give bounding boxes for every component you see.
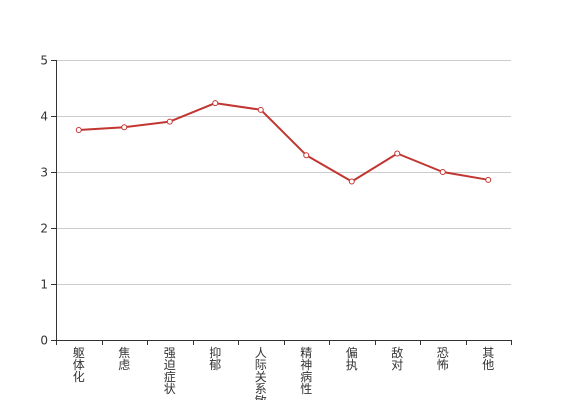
data-point-9 <box>439 169 446 175</box>
x-tick-label: 抑郁 <box>209 345 221 372</box>
x-tick-label: 人际关系敏感 <box>255 346 267 400</box>
data-point-4 <box>212 100 219 107</box>
data-point-8 <box>394 150 401 157</box>
x-tick-label: 强迫症状 <box>164 346 176 396</box>
data-point-3 <box>166 118 173 125</box>
data-point-7 <box>348 178 355 185</box>
data-point-2 <box>121 124 128 131</box>
y-tick-label: 1 <box>40 278 48 292</box>
series-layer <box>75 100 492 185</box>
x-tick-label: 躯体化 <box>73 345 85 384</box>
x-tick-label: 敌对 <box>391 345 403 372</box>
x-tick-label: 偏执 <box>346 345 358 372</box>
axes <box>51 60 512 345</box>
y-tick-label: 3 <box>40 166 48 180</box>
y-tick-label: 2 <box>40 222 48 236</box>
y-tick-label: 0 <box>40 334 48 348</box>
data-point-10 <box>485 176 492 183</box>
y-tick-label: 4 <box>40 110 48 124</box>
labels-layer: 0 1 2 3 4 5 躯体化 焦虑 强迫症状 抑郁 人际关系敏感 精神病性 偏执 敌对 恐怖 其他 <box>40 54 494 400</box>
series-line <box>78 102 489 183</box>
data-point-6 <box>303 152 310 159</box>
x-tick-label: 焦虑 <box>118 346 130 372</box>
data-point-5 <box>257 106 264 113</box>
x-tick-label: 其他 <box>482 346 494 372</box>
y-tick-label: 5 <box>40 54 48 68</box>
x-tick-label: 恐怖 <box>437 346 449 372</box>
gridlines <box>56 60 511 285</box>
x-tick-label: 精神病性 <box>300 346 312 396</box>
data-point-1 <box>75 127 82 133</box>
